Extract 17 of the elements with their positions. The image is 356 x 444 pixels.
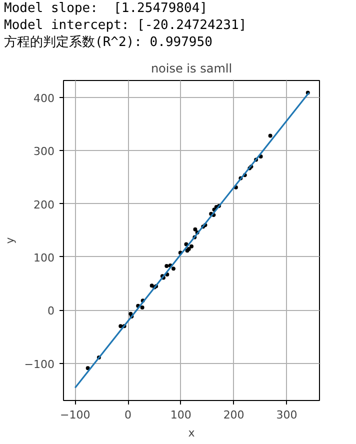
- x-tick-label: 0: [124, 408, 132, 422]
- y-axis-title: y: [3, 236, 16, 244]
- x-axis-title: x: [188, 426, 196, 440]
- y-tick-label: −100: [24, 358, 55, 371]
- text: 方程的判定系数(R^2): 0.997950: [4, 35, 212, 50]
- text: Model slope: [1.25479804]: [4, 1, 208, 16]
- chart-title: noise is samll: [150, 62, 232, 76]
- y-tick-label: 300: [34, 145, 55, 158]
- y-tick-label: 100: [34, 251, 55, 264]
- x-tick-label: 200: [223, 408, 244, 422]
- y-tick-label: 200: [34, 198, 55, 212]
- x-tick-label: −100: [60, 408, 90, 422]
- y-tick-label: 0: [48, 304, 54, 318]
- x-tick-label: 300: [276, 408, 298, 422]
- text: Model intercept: [-20.24724231]: [4, 18, 247, 33]
- y-tick-label: 400: [34, 92, 55, 106]
- x-tick-label: 100: [170, 408, 192, 422]
